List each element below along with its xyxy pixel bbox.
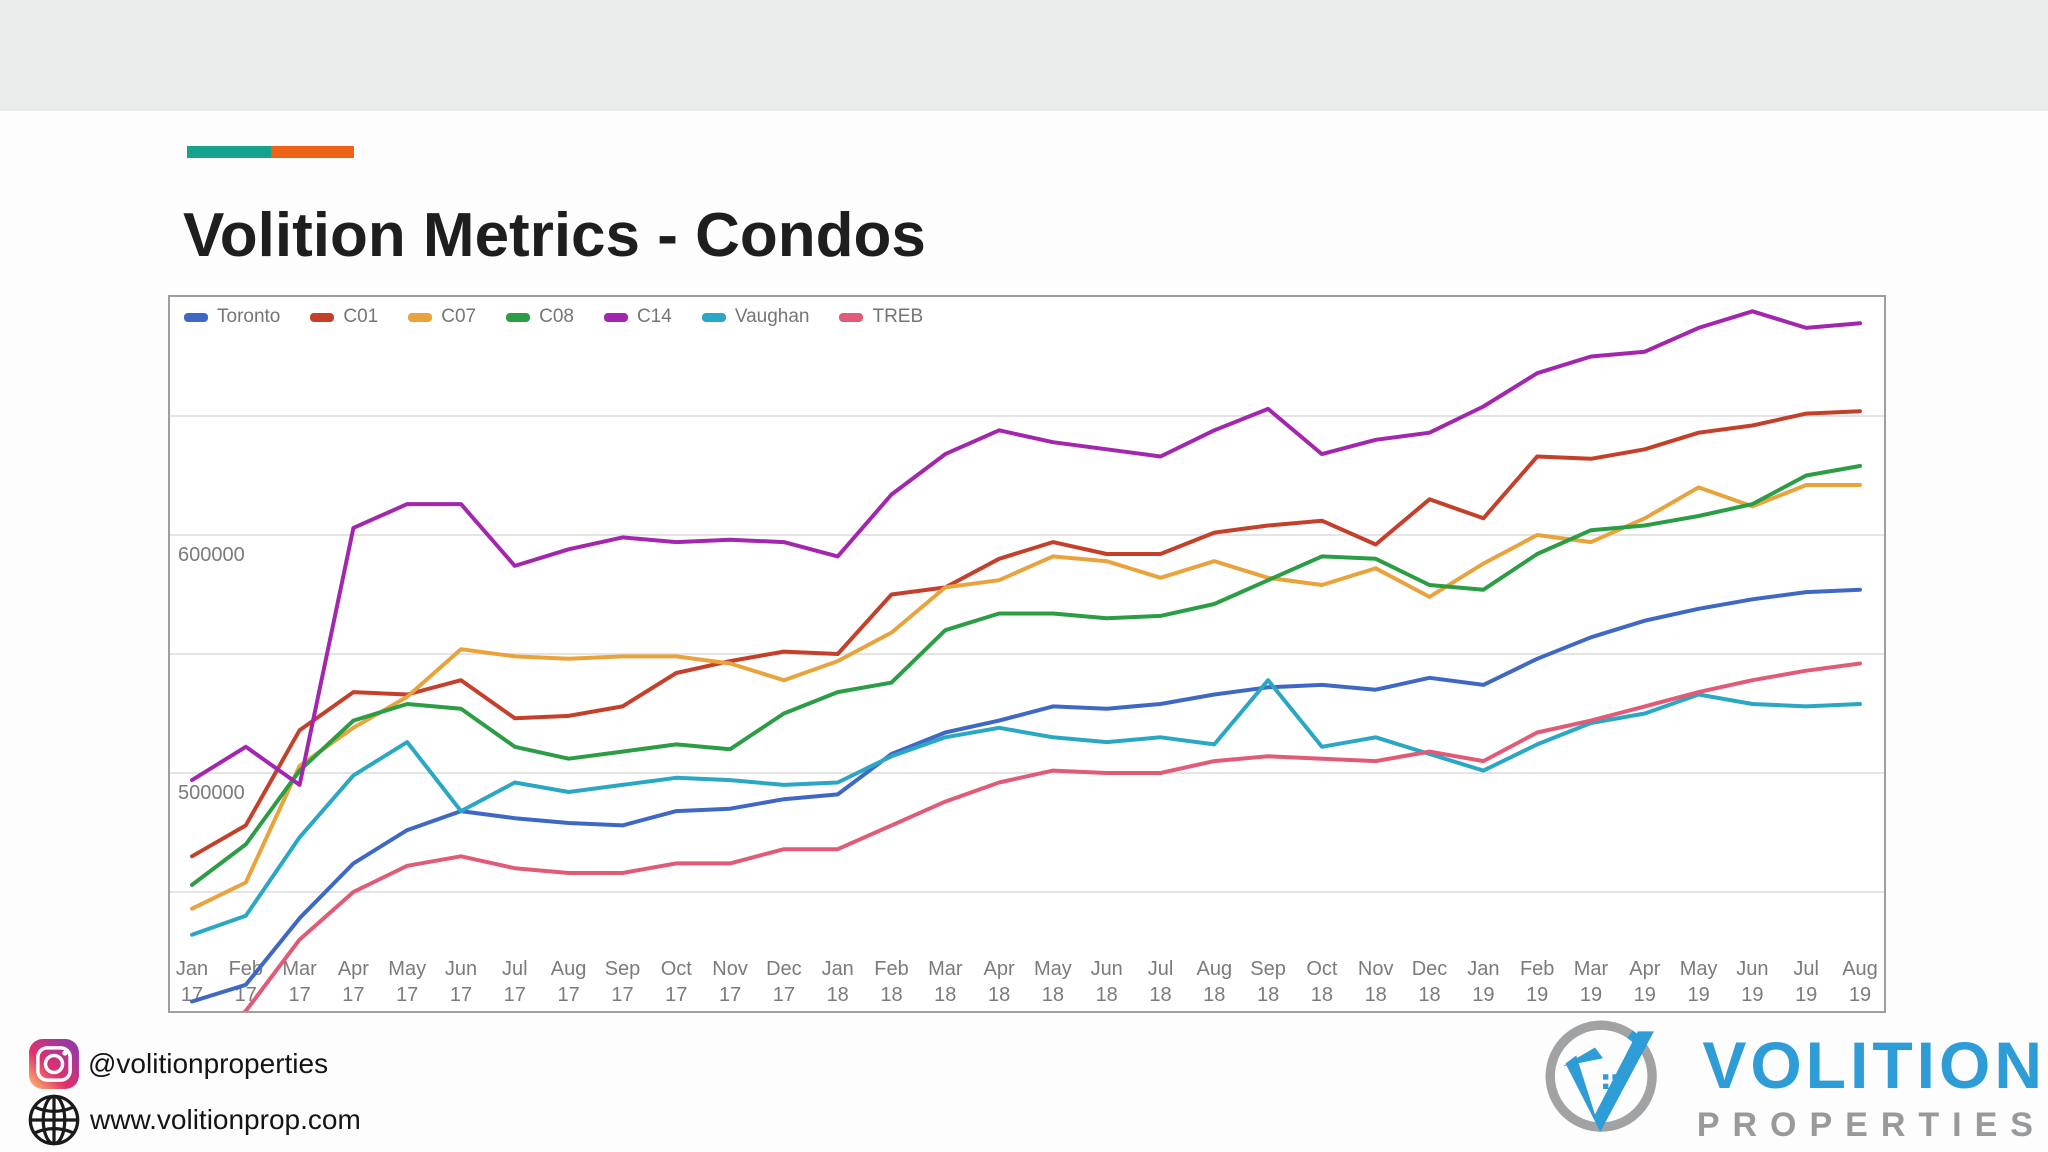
series-line-c14: [190, 309, 1862, 787]
x-tick-label-May-18: May 18: [1034, 958, 1072, 1006]
accent-teal-segment: [187, 146, 271, 158]
legend-label-c07: C07: [441, 306, 477, 327]
instagram-icon: [29, 1039, 79, 1089]
x-tick-label-Jul-18: Jul 18: [1148, 958, 1174, 1006]
x-tick-label-Jun-17: Jun 17: [445, 958, 477, 1006]
x-tick-label-Aug-17: Aug 17: [551, 958, 587, 1006]
x-tick-label-Apr-18: Apr 18: [984, 958, 1015, 1006]
y-tick-label-500000: 500000: [178, 782, 245, 804]
metrics-line-chart: Toronto C01 C07 C08 C14 Vaughan TREB 600000 500…: [168, 295, 1886, 1013]
x-tick-label-Jan-19: Jan 19: [1467, 958, 1499, 1006]
brand-name: VOLITION: [1702, 1028, 2046, 1102]
x-tick-label-Nov-17: Nov 17: [712, 958, 748, 1006]
x-tick-label-Mar-18: Mar 18: [928, 958, 963, 1006]
x-tick-label-Aug-19: Aug 19: [1842, 958, 1878, 1006]
series-line-c01: [190, 409, 1862, 859]
legend-item-c08: C08: [506, 306, 574, 328]
header-band: [0, 0, 2048, 111]
x-tick-label-Dec-18: Dec 18: [1412, 958, 1448, 1006]
y-tick-label-600000: 600000: [178, 544, 245, 566]
x-tick-label-Jan-18: Jan 18: [822, 958, 854, 1006]
brand-logo: VOLITION PROPERTIES: [1523, 1018, 2046, 1152]
x-tick-label-Sep-18: Sep 18: [1250, 958, 1286, 1006]
x-tick-label-Apr-19: Apr 19: [1629, 958, 1660, 1006]
legend-item-toronto: Toronto: [184, 306, 280, 328]
legend-label-c08: C08: [539, 306, 574, 327]
legend-label-vaughan: Vaughan: [734, 306, 810, 327]
x-tick-label-Oct-17: Oct 17: [661, 958, 693, 1006]
x-tick-label-Jun-19: Jun 19: [1736, 958, 1768, 1006]
website-url: www.volitionprop.com: [90, 1104, 361, 1135]
legend-swatch-c08: [506, 312, 531, 322]
legend-label-toronto: Toronto: [217, 306, 281, 327]
legend-label-c14: C14: [636, 306, 672, 327]
legend-label-c01: C01: [343, 306, 379, 327]
website-row: www.volitionprop.com: [26, 1092, 361, 1148]
legend-item-vaughan: Vaughan: [701, 306, 810, 328]
x-tick-label-Nov-18: Nov 18: [1358, 958, 1394, 1006]
instagram-handle: @volitionproperties: [88, 1048, 329, 1079]
x-tick-label-Dec-17: Dec 17: [766, 958, 802, 1006]
legend-swatch-c07: [408, 312, 433, 322]
series-line-c07: [190, 483, 1862, 911]
legend-swatch-vaughan: [701, 312, 726, 322]
legend-item-c14: C14: [603, 306, 672, 328]
accent-orange-segment: [270, 146, 354, 158]
x-tick-label-Jun-18: Jun 18: [1091, 958, 1123, 1006]
x-tick-label-Mar-19: Mar 19: [1574, 958, 1609, 1006]
title-accent-bar: [187, 146, 354, 158]
legend-swatch-c01: [310, 312, 335, 322]
chart-legend: Toronto C01 C07 C08 C14 Vaughan TREB: [184, 306, 923, 328]
x-tick-label-Apr-17: Apr 17: [338, 958, 369, 1006]
page-title: Volition Metrics - Condos: [183, 201, 926, 270]
series-line-treb: [242, 661, 1862, 1011]
x-tick-label-Aug-18: Aug 18: [1197, 958, 1233, 1006]
series-line-vaughan: [190, 678, 1862, 937]
x-tick-label-May-17: May 17: [388, 958, 426, 1006]
legend-swatch-c14: [603, 312, 628, 322]
legend-item-c01: C01: [310, 306, 378, 328]
x-tick-label-Sep-17: Sep 17: [605, 958, 641, 1006]
x-tick-label-May-19: May 19: [1680, 958, 1718, 1006]
legend-swatch-treb: [839, 312, 864, 322]
volition-v-circle-logo-icon: [1545, 1020, 1657, 1132]
x-tick-label-Oct-18: Oct 18: [1306, 958, 1338, 1006]
x-tick-label-Jul-17: Jul 17: [502, 958, 528, 1006]
legend-label-treb: TREB: [872, 306, 924, 327]
legend-item-c07: C07: [408, 306, 476, 328]
x-tick-label-Mar-17: Mar 17: [282, 958, 317, 1006]
x-tick-label-Feb-19: Feb 19: [1520, 958, 1554, 1006]
x-tick-label-Jul-19: Jul 19: [1793, 958, 1819, 1006]
series-line-toronto: [190, 587, 1862, 1004]
series-line-c08: [190, 464, 1862, 887]
legend-item-treb: TREB: [839, 306, 923, 328]
instagram-handle-row: @volitionproperties: [28, 1038, 328, 1090]
legend-swatch-toronto: [184, 312, 208, 322]
globe-icon: [28, 1094, 80, 1146]
brand-subname: PROPERTIES: [1696, 1106, 2046, 1144]
x-tick-label-Feb-18: Feb 18: [874, 958, 908, 1006]
